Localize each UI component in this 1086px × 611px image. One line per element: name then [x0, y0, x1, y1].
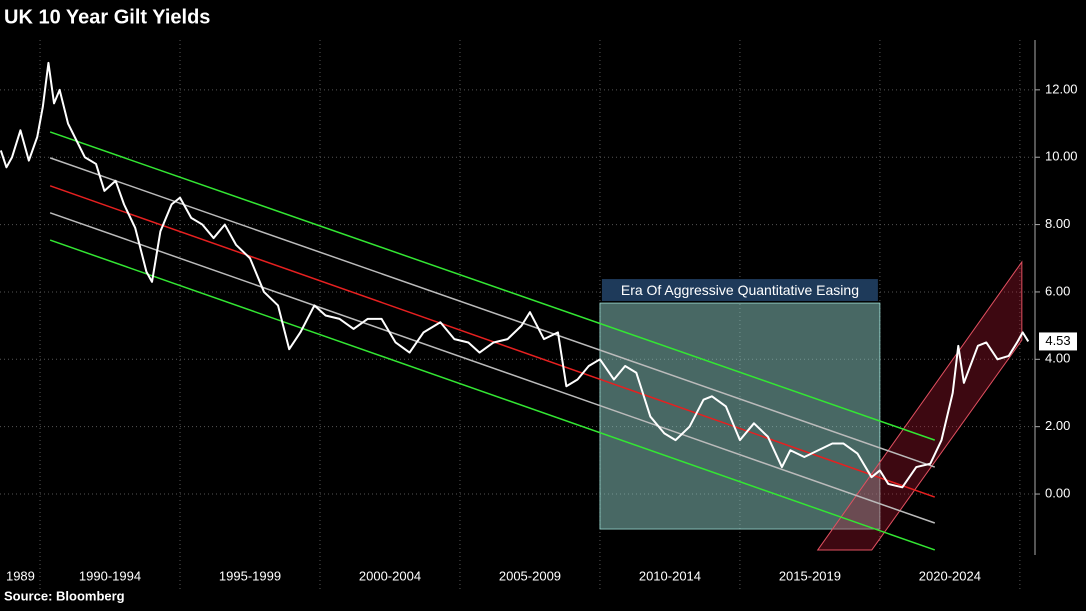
x-tick-label: 2010-2014: [639, 568, 701, 583]
x-tick-label: 2015-2019: [779, 568, 841, 583]
qe-label: Era Of Aggressive Quantitative Easing: [621, 282, 859, 298]
y-tick-label: 6.00: [1045, 283, 1070, 298]
y-tick-label: 10.00: [1045, 149, 1078, 164]
last-value-label: 4.53: [1045, 333, 1070, 348]
channel-line: [49, 131, 936, 441]
qe-box: [599, 302, 881, 530]
x-tick-label: 2000-2004: [359, 568, 421, 583]
x-tick-label: 1995-1999: [219, 568, 281, 583]
y-tick-label: 8.00: [1045, 216, 1070, 231]
chart-title: UK 10 Year Gilt Yields: [4, 6, 210, 28]
x-tick-label: 2005-2009: [499, 568, 561, 583]
channel-line: [49, 157, 936, 468]
y-tick-label: 4.00: [1045, 351, 1070, 366]
y-tick-label: 12.00: [1045, 81, 1078, 96]
source: Source: Bloomberg: [4, 588, 125, 603]
x-tick-label: 1989: [6, 568, 35, 583]
rising-channel: [816, 260, 1023, 551]
x-tick-label: 1990-1994: [79, 568, 141, 583]
y-tick-label: 0.00: [1045, 485, 1070, 500]
yield-line: [0, 61, 1030, 489]
qe-label-bg: [601, 279, 878, 302]
channel-line: [49, 239, 936, 551]
x-tick-label: 2020-2024: [919, 568, 981, 583]
last-value-box: [1039, 332, 1077, 351]
y-tick-label: 2.00: [1045, 418, 1070, 433]
channel-line: [49, 185, 936, 498]
channel-line: [49, 212, 936, 524]
